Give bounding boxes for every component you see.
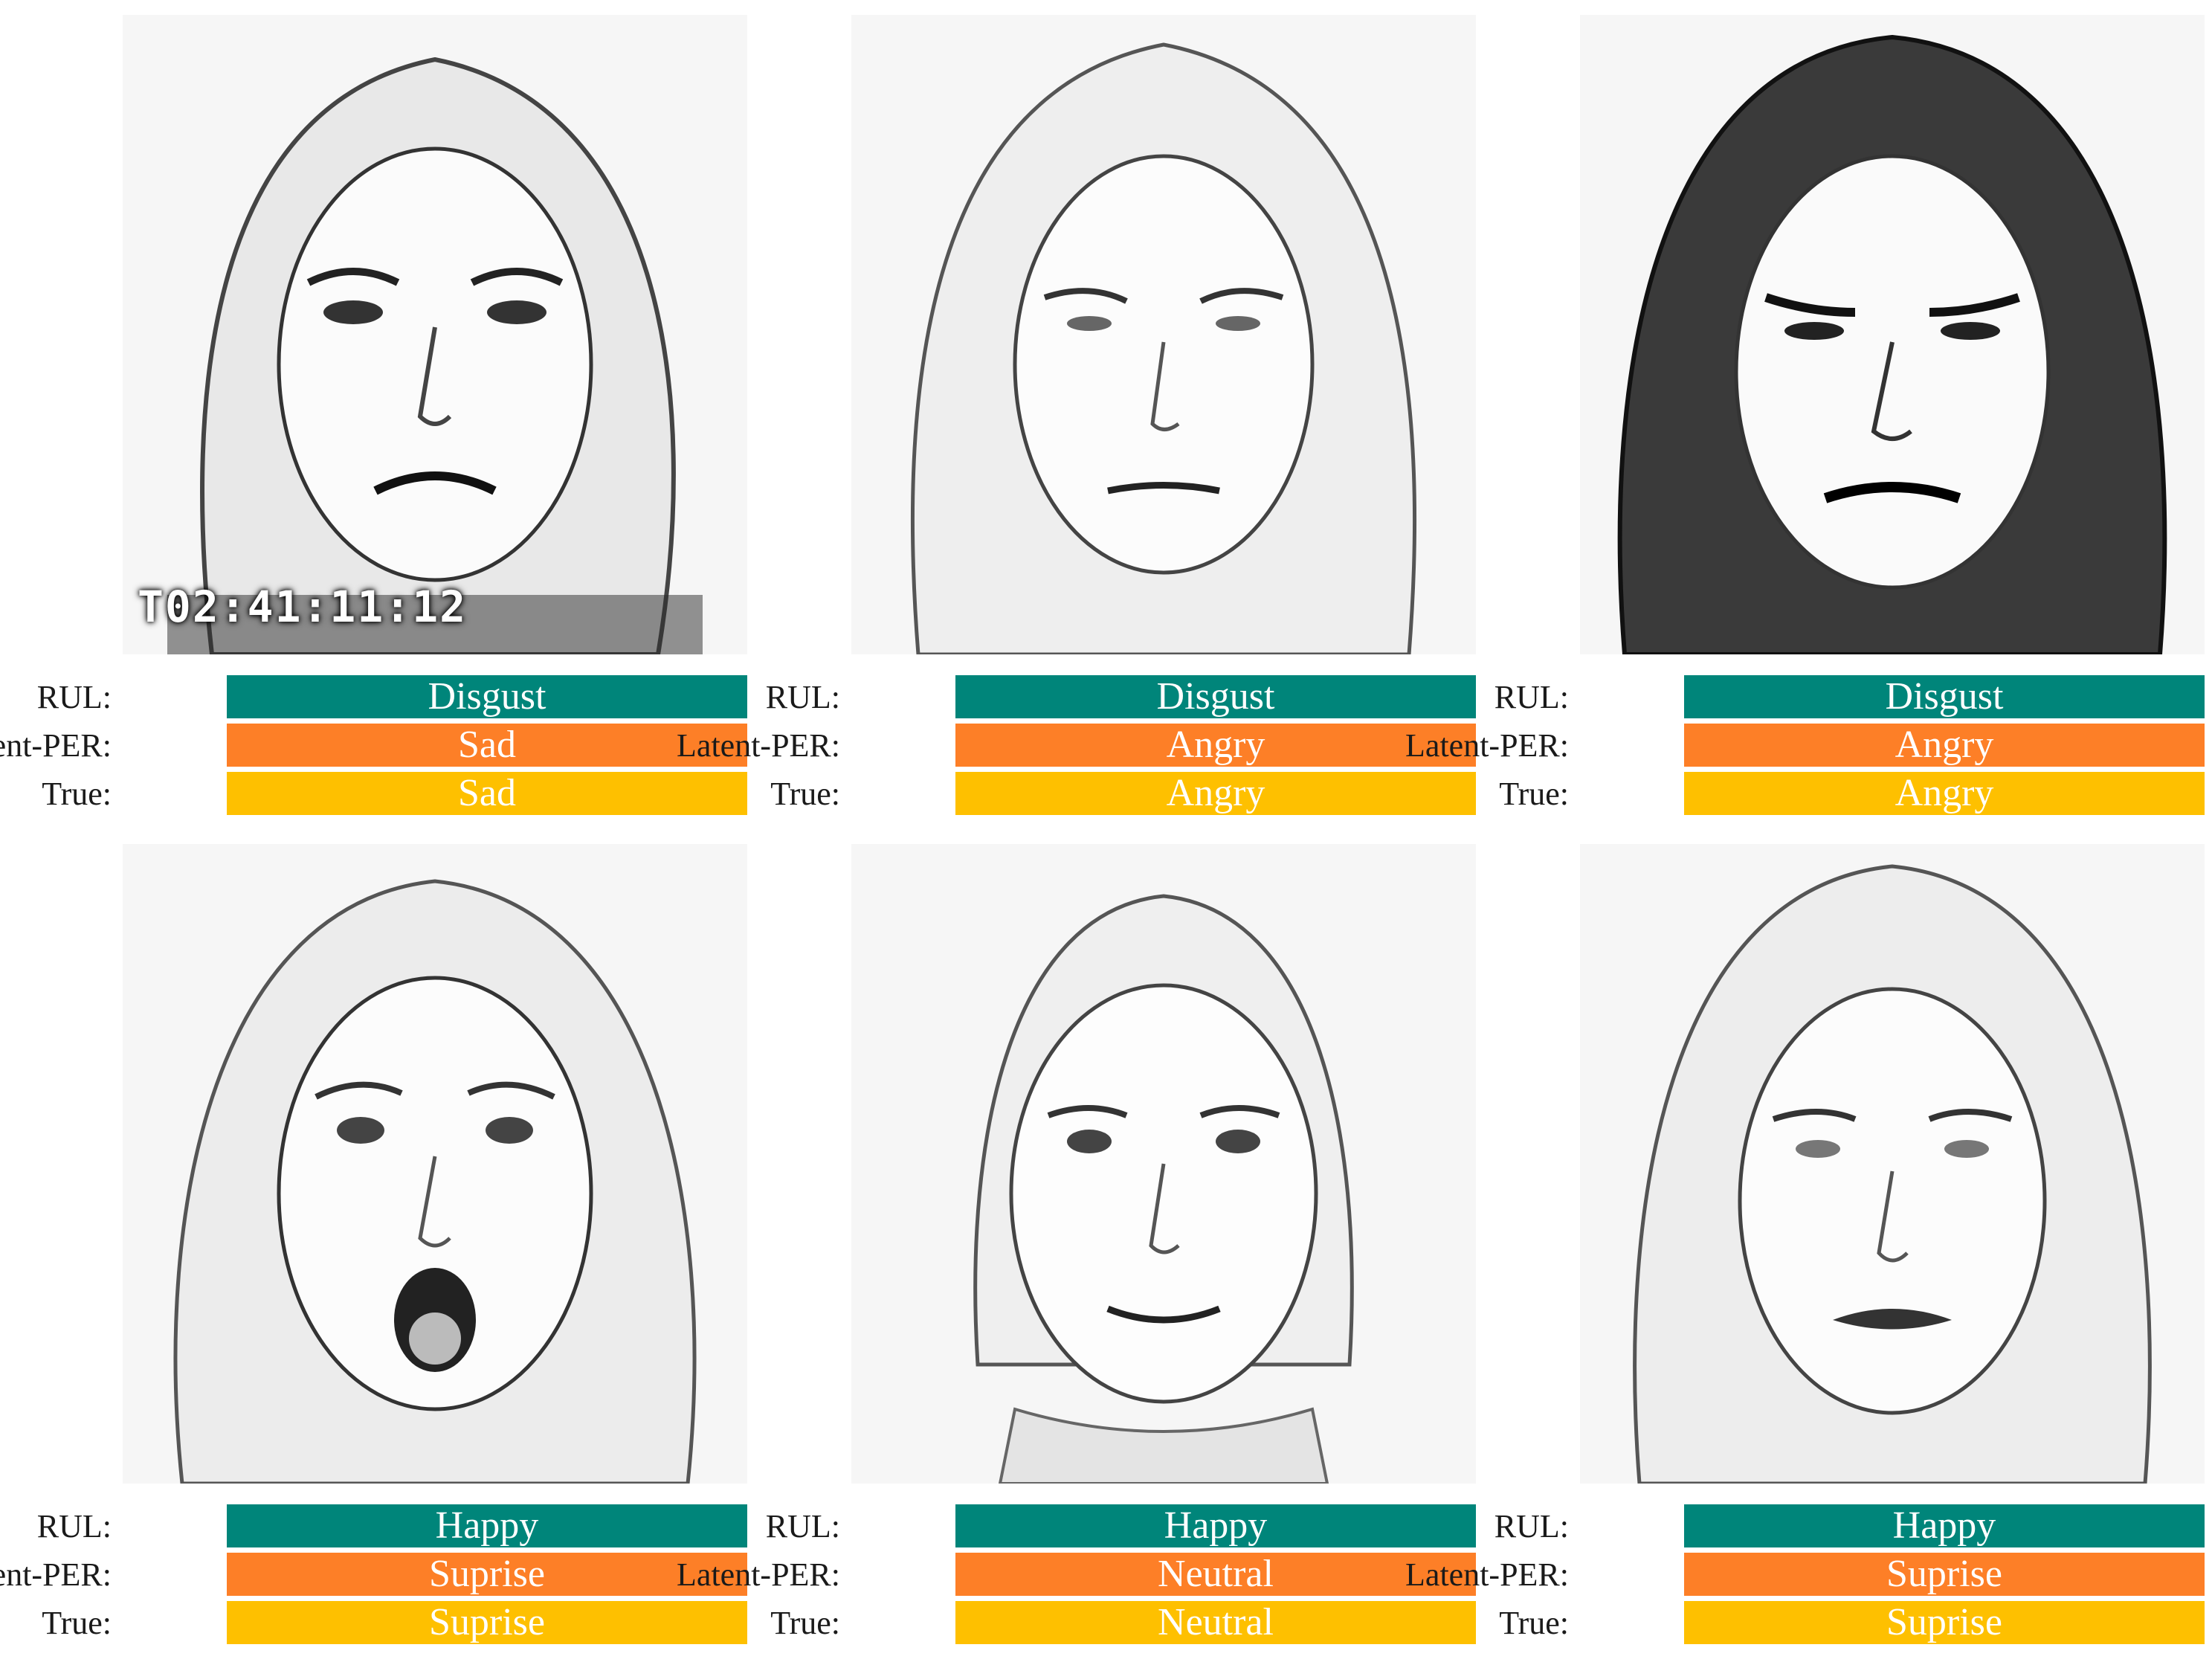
latent-bar: Angry	[955, 724, 1476, 767]
latent-bar: Sad	[227, 724, 747, 767]
true-bar: Neutral	[955, 1601, 1476, 1644]
rul-bar: Disgust	[1684, 675, 2205, 718]
rul-label: RUL:	[1494, 679, 1569, 715]
true-label: True:	[770, 1605, 840, 1641]
true-row: True: Suprise	[4, 1601, 747, 1646]
latent-label: Latent-PER:	[0, 1556, 112, 1593]
true-label: True:	[42, 776, 112, 812]
latent-label: Latent-PER:	[1405, 727, 1569, 764]
latent-label: Latent-PER:	[677, 1556, 840, 1593]
rul-row: RUL: Happy	[1461, 1504, 2205, 1549]
rul-bar: Happy	[1684, 1504, 2205, 1547]
panel-2: RUL: Disgust Latent-PER: Angry True: Ang…	[677, 15, 1476, 833]
face-photo	[1580, 15, 2205, 654]
panel-1: T02:41:11:12 RUL: Disgust Latent-PER: Sa…	[0, 15, 747, 833]
face-photo: T02:41:11:12	[123, 15, 747, 654]
latent-row: Latent-PER: Neutral	[677, 1553, 1476, 1597]
rul-row: RUL: Disgust	[732, 675, 1476, 720]
true-row: True: Neutral	[732, 1601, 1476, 1646]
rul-bar: Disgust	[955, 675, 1476, 718]
timestamp-overlay: T02:41:11:12	[138, 582, 468, 632]
true-row: True: Angry	[1461, 772, 2205, 816]
panel-5: RUL: Happy Latent-PER: Neutral True: Neu…	[677, 844, 1476, 1662]
true-row: True: Suprise	[1461, 1601, 2205, 1646]
face-photo	[851, 844, 1476, 1484]
true-bar: Angry	[1684, 772, 2205, 815]
latent-row: Latent-PER: Suprise	[0, 1553, 747, 1597]
rul-row: RUL: Disgust	[4, 675, 747, 720]
true-label: True:	[42, 1605, 112, 1641]
latent-row: Latent-PER: Suprise	[1405, 1553, 2205, 1597]
true-label: True:	[1499, 1605, 1569, 1641]
true-bar: Suprise	[227, 1601, 747, 1644]
latent-label: Latent-PER:	[1405, 1556, 1569, 1593]
rul-bar: Disgust	[227, 675, 747, 718]
panel-6: RUL: Happy Latent-PER: Suprise True: Sup…	[1405, 844, 2205, 1662]
face-sketch	[167, 57, 703, 654]
rul-row: RUL: Happy	[4, 1504, 747, 1549]
panel-4: RUL: Happy Latent-PER: Suprise True: Sup…	[0, 844, 747, 1662]
true-label: True:	[770, 776, 840, 812]
rul-label: RUL:	[36, 679, 112, 715]
face-photo	[851, 15, 1476, 654]
latent-bar: Neutral	[955, 1553, 1476, 1596]
rul-label: RUL:	[1494, 1508, 1569, 1545]
true-row: True: Angry	[732, 772, 1476, 816]
rul-label: RUL:	[765, 1508, 840, 1545]
face-sketch	[1617, 34, 2167, 654]
latent-row: Latent-PER: Angry	[677, 724, 1476, 768]
latent-row: Latent-PER: Angry	[1405, 724, 2205, 768]
face-photo	[123, 844, 747, 1484]
latent-bar: Angry	[1684, 724, 2205, 767]
face-sketch	[973, 894, 1354, 1484]
face-photo	[1580, 844, 2205, 1484]
latent-bar: Suprise	[1684, 1553, 2205, 1596]
latent-row: Latent-PER: Sad	[0, 724, 747, 768]
true-bar: Angry	[955, 772, 1476, 815]
latent-label: Latent-PER:	[677, 727, 840, 764]
true-row: True: Sad	[4, 772, 747, 816]
latent-label: Latent-PER:	[0, 727, 112, 764]
true-bar: Suprise	[1684, 1601, 2205, 1644]
true-label: True:	[1499, 776, 1569, 812]
rul-row: RUL: Happy	[732, 1504, 1476, 1549]
rul-label: RUL:	[765, 679, 840, 715]
latent-bar: Suprise	[227, 1553, 747, 1596]
panel-3: RUL: Disgust Latent-PER: Angry True: Ang…	[1405, 15, 2205, 833]
rul-label: RUL:	[36, 1508, 112, 1545]
rul-bar: Happy	[227, 1504, 747, 1547]
rul-bar: Happy	[955, 1504, 1476, 1547]
face-sketch	[910, 42, 1417, 654]
true-bar: Sad	[227, 772, 747, 815]
face-sketch	[1633, 864, 2152, 1484]
rul-row: RUL: Disgust	[1461, 675, 2205, 720]
face-sketch	[173, 879, 697, 1484]
